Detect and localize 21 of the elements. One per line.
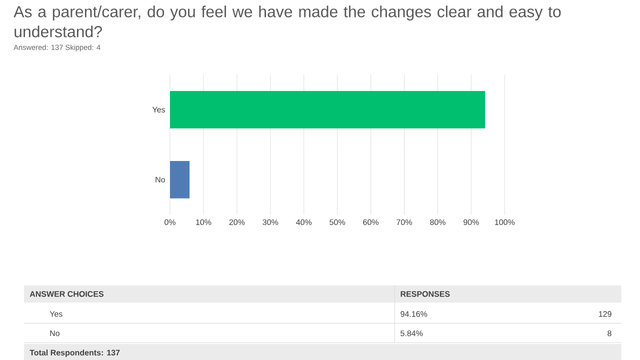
text: 129 [598, 311, 612, 317]
text: 94.16% [400, 311, 428, 317]
text: Total Respondents: 137 [30, 350, 120, 358]
text: 8 [608, 330, 612, 336]
x-tick-label: 70% [396, 219, 412, 226]
x-tick-label: 40% [296, 219, 312, 226]
category-label: Yes [50, 311, 62, 317]
x-tick-label: 100% [495, 219, 515, 226]
x-tick-label: 10% [196, 219, 212, 226]
x-tick-label: 80% [430, 219, 446, 226]
text: RESPONSES [400, 291, 450, 297]
x-tick-label: 30% [262, 219, 278, 226]
chart-title: As a parent/carer, do you feel we have made the changes clear and easy to understand? [14, 6, 561, 38]
x-tick-label: 60% [363, 219, 379, 226]
text: 5.84% [400, 330, 423, 336]
x-tick-label: 90% [464, 219, 479, 226]
text: ANSWER CHOICES [30, 291, 104, 297]
x-tick-label: 0% [164, 219, 176, 226]
x-tick-label: 50% [330, 219, 346, 226]
x-tick-label: 20% [229, 219, 245, 226]
category-label: No [50, 330, 60, 336]
